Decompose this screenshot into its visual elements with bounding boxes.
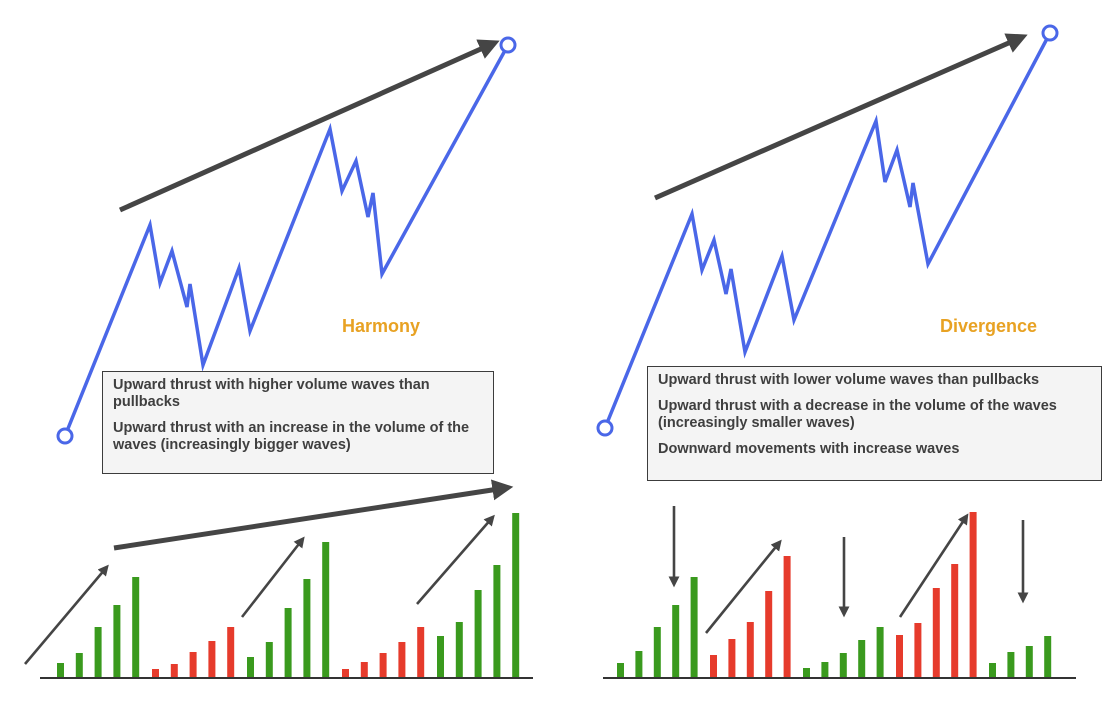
harmony-volume-bar-18 [379, 653, 387, 677]
divergence-volume-bar-18 [932, 588, 940, 677]
divergence-volume-bar-20 [969, 512, 977, 677]
harmony-volume-bar-3 [94, 627, 102, 677]
harmony-price-line [63, 44, 510, 437]
harmony-note-2: Upward thrust with an increase in the vo… [113, 420, 470, 453]
divergence-volume-bar-4 [672, 605, 680, 677]
harmony-note-1: Upward thrust with higher volume waves t… [113, 377, 430, 410]
harmony-volume-bar-6 [152, 669, 159, 677]
harmony-volume-bar-22 [455, 622, 463, 677]
divergence-volume-bar-6 [710, 655, 717, 677]
divergence-volume-bar-15 [876, 627, 884, 677]
harmony-volume-bar-23 [474, 590, 482, 677]
divergence-end-marker [1041, 24, 1059, 42]
harmony-volume-bar-10 [227, 627, 235, 677]
harmony-wave-arrow-3 [416, 514, 495, 605]
divergence-volume-bar-19 [951, 564, 959, 677]
divergence-wave-arrow-1 [704, 539, 782, 634]
harmony-end-marker [499, 36, 517, 54]
harmony-wave-arrow-1 [24, 564, 109, 665]
divergence-price-chart: Divergence [596, 24, 1059, 437]
harmony-volume-trend-arrow [113, 479, 514, 551]
divergence-volume-bar-23 [1025, 646, 1033, 677]
divergence-volume-bar-12 [821, 662, 829, 677]
divergence-volume-bar-13 [839, 653, 847, 677]
harmony-volume-bar-16 [342, 669, 349, 677]
divergence-note-2: Upward thrust with a decrease in the vol… [658, 398, 1057, 431]
divergence-volume-bar-16 [896, 635, 903, 677]
divergence-volume-bar-1 [617, 663, 624, 677]
harmony-volume-bar-13 [284, 608, 292, 677]
divergence-volume-bar-10 [783, 556, 791, 677]
divergence-title: Divergence [940, 316, 1037, 336]
divergence-volume-bar-14 [858, 640, 866, 677]
divergence-volume-bar-5 [690, 577, 698, 677]
divergence-note-3: Downward movements with increase waves [658, 441, 960, 457]
harmony-volume-bar-24 [493, 565, 501, 677]
harmony-volume-bar-2 [75, 653, 83, 677]
divergence-note-1: Upward thrust with lower volume waves th… [658, 372, 1040, 388]
harmony-volume-bar-20 [417, 627, 425, 677]
harmony-volume-bar-14 [303, 579, 311, 677]
harmony-volume-bar-17 [360, 662, 368, 677]
harmony-trend-arrow [118, 39, 500, 213]
divergence-volume-bar-21 [989, 663, 996, 677]
divergence-volume-bar-11 [803, 668, 810, 677]
divergence-notes-box: Upward thrust with lower volume waves th… [647, 366, 1102, 481]
harmony-wave-arrow-2 [240, 536, 305, 618]
harmony-start-marker [56, 427, 74, 445]
harmony-price-chart: Harmony [56, 36, 517, 445]
harmony-volume-bar-11 [247, 657, 254, 677]
harmony-volume-bar-19 [398, 642, 406, 677]
divergence-volume-arrows [668, 506, 1029, 634]
divergence-volume-bar-22 [1007, 652, 1015, 677]
divergence-volume-bar-17 [914, 623, 922, 677]
harmony-title: Harmony [342, 316, 420, 336]
divergence-volume-bar-9 [765, 591, 773, 677]
harmony-volume-bar-4 [113, 605, 121, 677]
harmony-notes-box: Upward thrust with higher volume waves t… [102, 371, 494, 474]
divergence-volume-bar-2 [635, 651, 643, 677]
harmony-volume-bar-12 [265, 642, 273, 677]
harmony-volume-bar-8 [189, 652, 197, 677]
harmony-volume-bar-7 [170, 664, 178, 677]
divergence-volume-bar-7 [728, 639, 736, 677]
harmony-volume-bar-9 [208, 641, 216, 677]
divergence-trend-arrow [653, 33, 1028, 201]
harmony-volume-bar-21 [437, 636, 444, 677]
harmony-volume-bar-5 [132, 577, 140, 677]
divergence-volume-bars [617, 512, 1052, 677]
harmony-volume-bar-15 [322, 542, 330, 677]
divergence-volume-bar-24 [1044, 636, 1052, 677]
harmony-volume-bar-25 [512, 513, 520, 677]
divergence-volume-bar-8 [746, 622, 754, 677]
harmony-volume-bars [57, 513, 520, 677]
divergence-wave-arrow-2 [898, 513, 969, 618]
harmony-volume-bar-1 [57, 663, 64, 677]
harmony-volume-arrows [24, 479, 514, 665]
divergence-start-marker [596, 419, 614, 437]
divergence-price-line [603, 32, 1052, 429]
divergence-volume-bar-3 [653, 627, 661, 677]
